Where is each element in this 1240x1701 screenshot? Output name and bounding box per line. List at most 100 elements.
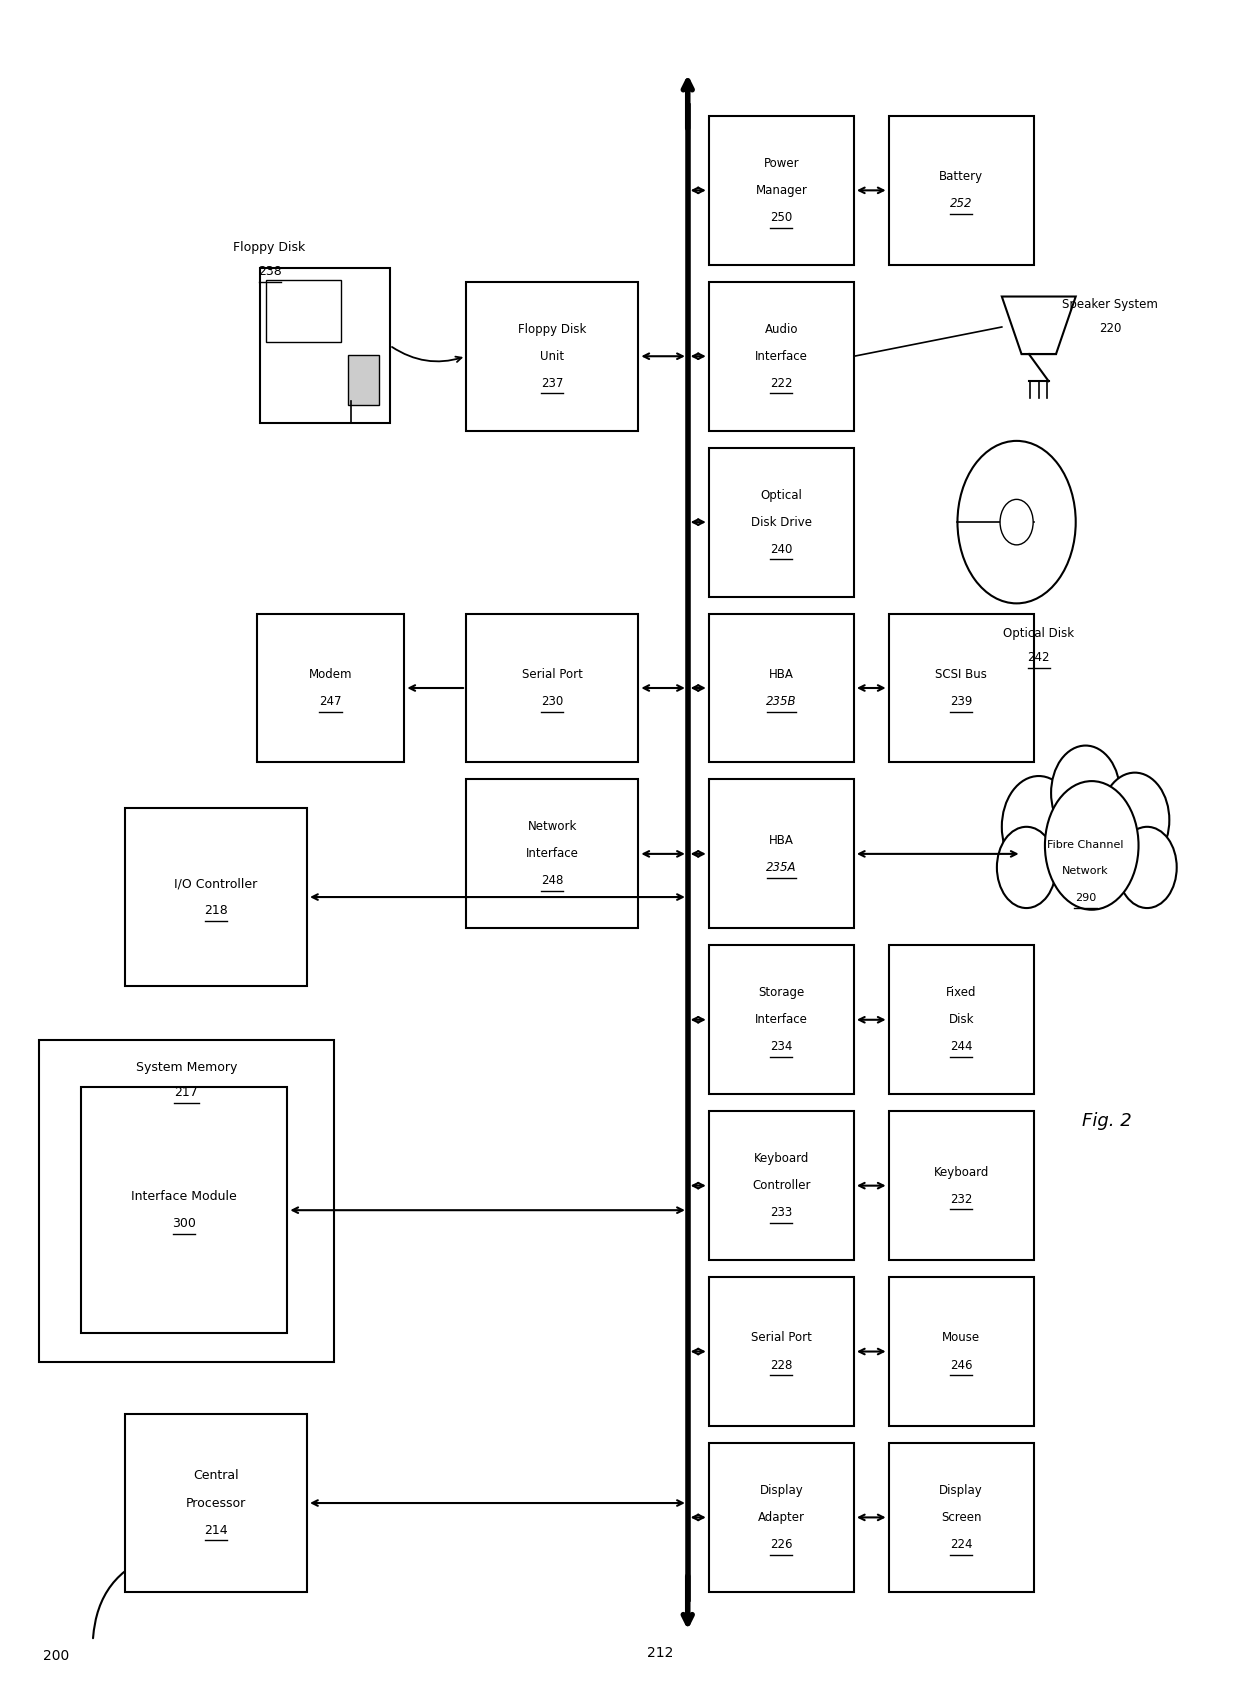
Text: Disk: Disk <box>949 1014 973 1026</box>
Text: Display: Display <box>939 1483 983 1497</box>
Text: 228: 228 <box>770 1359 792 1371</box>
Text: 246: 246 <box>950 1359 972 1371</box>
Circle shape <box>997 827 1056 908</box>
Text: 238: 238 <box>258 265 281 277</box>
Text: 239: 239 <box>950 696 972 708</box>
Circle shape <box>1100 772 1169 868</box>
Text: 200: 200 <box>42 1650 69 1664</box>
Circle shape <box>1117 827 1177 908</box>
Text: Serial Port: Serial Port <box>522 668 583 680</box>
Text: Floppy Disk: Floppy Disk <box>233 242 306 255</box>
Text: 218: 218 <box>205 905 228 917</box>
Text: Serial Port: Serial Port <box>751 1332 812 1344</box>
Text: 235B: 235B <box>766 696 796 708</box>
Text: Manager: Manager <box>755 184 807 197</box>
Text: Audio: Audio <box>765 323 799 335</box>
Text: 248: 248 <box>541 874 563 888</box>
Text: 220: 220 <box>1099 321 1121 335</box>
Text: Screen: Screen <box>941 1510 981 1524</box>
Bar <box>466 614 639 762</box>
Text: I/O Controller: I/O Controller <box>175 878 258 890</box>
Text: Fixed: Fixed <box>946 987 976 998</box>
Text: Floppy Disk: Floppy Disk <box>518 323 587 335</box>
Text: Display: Display <box>759 1483 804 1497</box>
Text: Mouse: Mouse <box>942 1332 981 1344</box>
Text: 252: 252 <box>950 197 972 211</box>
Bar <box>709 1277 854 1425</box>
Text: Network: Network <box>527 820 577 833</box>
Text: 214: 214 <box>205 1524 228 1536</box>
Text: 233: 233 <box>770 1206 792 1220</box>
Bar <box>709 946 854 1094</box>
Text: 224: 224 <box>950 1538 972 1551</box>
Bar <box>889 1277 1034 1425</box>
Bar <box>709 614 854 762</box>
Text: 235A: 235A <box>766 861 796 874</box>
Circle shape <box>1052 745 1120 840</box>
Text: 217: 217 <box>175 1085 198 1099</box>
Text: Interface Module: Interface Module <box>131 1191 237 1203</box>
Bar <box>257 614 404 762</box>
Text: 250: 250 <box>770 211 792 225</box>
Bar <box>348 356 379 405</box>
Text: Keyboard: Keyboard <box>754 1152 808 1165</box>
Text: Network: Network <box>1063 866 1109 876</box>
Bar <box>889 614 1034 762</box>
Bar <box>889 1111 1034 1260</box>
Text: Disk Drive: Disk Drive <box>751 515 812 529</box>
Text: Power: Power <box>764 156 799 170</box>
Text: 290: 290 <box>1075 893 1096 903</box>
Text: Battery: Battery <box>939 170 983 184</box>
Text: Keyboard: Keyboard <box>934 1165 988 1179</box>
Text: System Memory: System Memory <box>135 1061 237 1073</box>
Bar <box>81 1087 288 1334</box>
Text: 237: 237 <box>541 378 563 390</box>
Text: 240: 240 <box>770 543 792 556</box>
Bar <box>709 1111 854 1260</box>
Bar <box>709 116 854 265</box>
Bar <box>260 267 389 424</box>
Text: 244: 244 <box>950 1041 972 1053</box>
Bar <box>709 1442 854 1592</box>
Text: Adapter: Adapter <box>758 1510 805 1524</box>
Text: Fibre Channel: Fibre Channel <box>1048 840 1123 850</box>
Text: Speaker System: Speaker System <box>1063 298 1158 311</box>
Text: Modem: Modem <box>309 668 352 680</box>
Text: Processor: Processor <box>186 1497 246 1509</box>
Text: Fig. 2: Fig. 2 <box>1081 1112 1131 1131</box>
Text: Controller: Controller <box>753 1179 811 1192</box>
Bar <box>889 946 1034 1094</box>
Text: Unit: Unit <box>541 350 564 362</box>
Text: Optical Disk: Optical Disk <box>1003 628 1074 640</box>
Text: 212: 212 <box>646 1647 673 1660</box>
Text: Storage: Storage <box>758 987 805 998</box>
Bar <box>709 779 854 929</box>
Text: Interface: Interface <box>526 847 579 861</box>
Text: Optical: Optical <box>760 488 802 502</box>
Bar <box>709 447 854 597</box>
Bar <box>125 808 308 987</box>
Text: Interface: Interface <box>755 350 807 362</box>
Text: SCSI Bus: SCSI Bus <box>935 668 987 680</box>
Text: Central: Central <box>193 1470 239 1483</box>
Polygon shape <box>1002 296 1076 354</box>
Bar <box>265 281 341 342</box>
Bar <box>466 779 639 929</box>
Bar <box>889 1442 1034 1592</box>
Bar <box>38 1039 335 1363</box>
Text: 222: 222 <box>770 378 792 390</box>
Circle shape <box>999 500 1033 544</box>
Bar <box>125 1414 308 1592</box>
Text: 232: 232 <box>950 1192 972 1206</box>
Text: Interface: Interface <box>755 1014 807 1026</box>
Text: 234: 234 <box>770 1041 792 1053</box>
Text: 242: 242 <box>1028 651 1050 663</box>
Bar <box>709 282 854 430</box>
Bar <box>889 116 1034 265</box>
Circle shape <box>1002 776 1076 878</box>
Text: 247: 247 <box>320 696 342 708</box>
Circle shape <box>1045 781 1138 910</box>
Circle shape <box>957 441 1076 604</box>
Text: HBA: HBA <box>769 833 794 847</box>
Text: 230: 230 <box>541 696 563 708</box>
